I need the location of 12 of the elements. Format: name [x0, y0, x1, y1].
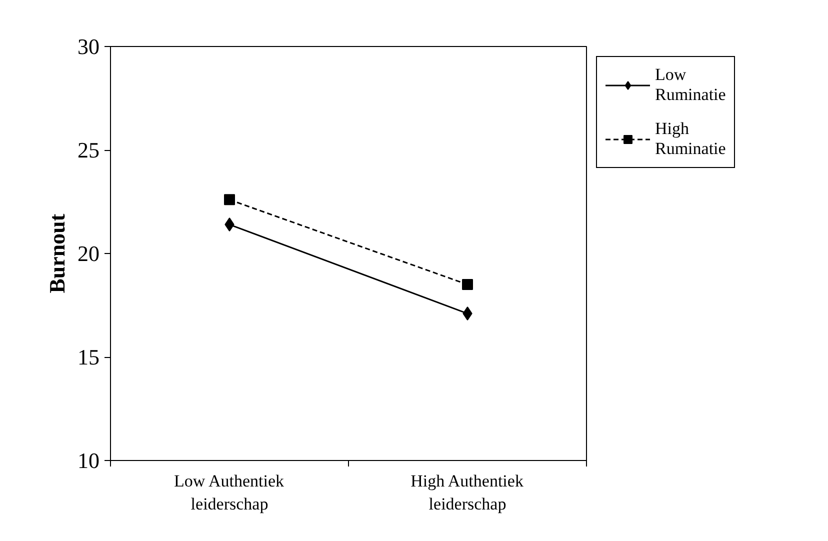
- y-axis-title: Burnout: [44, 213, 70, 294]
- y-tick-label: 20: [78, 241, 100, 266]
- y-tick-label: 30: [78, 34, 100, 59]
- point: [462, 279, 473, 290]
- legend-label: Low Ruminatie: [655, 65, 726, 105]
- y-tick-label: 10: [78, 448, 100, 473]
- y-tick-label: 15: [78, 344, 100, 370]
- y-tick-label: 25: [78, 138, 100, 162]
- legend-label: High Ruminatie: [655, 119, 726, 159]
- x-tick-label: Low Authentiek leiderschap: [174, 472, 285, 514]
- x-tick-label: High Authentiek leiderschap: [410, 472, 524, 514]
- point: [224, 194, 235, 206]
